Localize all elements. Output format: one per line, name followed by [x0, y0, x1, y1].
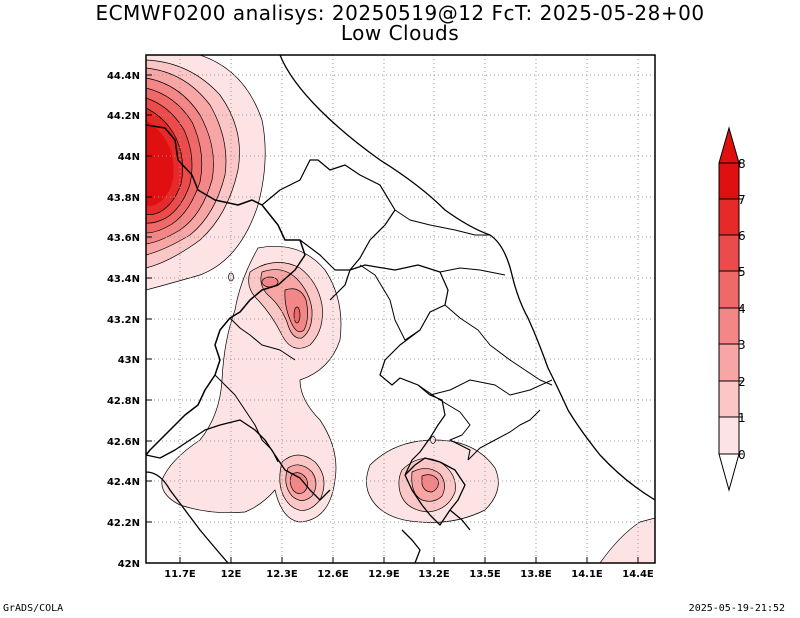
region-border-umbria-marche	[299, 239, 449, 476]
lat-label: 44.4N	[107, 71, 140, 82]
lon-label: 12E	[221, 569, 242, 580]
lat-label: 44N	[118, 152, 140, 163]
lon-label: 14.1E	[571, 569, 603, 580]
colorbar-box	[718, 198, 740, 236]
colorbar-box	[718, 270, 740, 309]
lat-label: 43.8N	[107, 193, 140, 204]
coastline-west	[146, 471, 229, 563]
colorbar-label: 5	[738, 265, 746, 279]
lon-label: 13.8E	[520, 569, 552, 580]
cloud-contour-20	[421, 474, 439, 493]
lat-label: 43.4N	[107, 274, 140, 285]
lat-label: 43N	[118, 355, 140, 366]
colorbar-box	[718, 307, 740, 345]
lat-label: 43.2N	[107, 315, 140, 326]
province-borders	[214, 209, 553, 463]
colorbar-box	[718, 380, 740, 418]
lat-label: 44.2N	[107, 111, 140, 122]
cloud-contour-8	[146, 120, 174, 206]
lon-label: 13.2E	[418, 569, 450, 580]
footer-timestamp: 2025-05-19-21:52	[688, 603, 785, 614]
colorbar-bottom-arrow	[718, 453, 740, 492]
colorbar: 0 1 2 3 4 5 6 7 8	[718, 126, 746, 492]
map-frame	[145, 54, 656, 564]
colorbar-label: 8	[738, 157, 746, 171]
lon-label: 14.4E	[622, 569, 654, 580]
chart-title: ECMWF0200 analisys: 20250519@12 FcT: 202…	[95, 1, 705, 25]
region-border-marche	[261, 159, 396, 301]
colorbar-label: 4	[738, 302, 746, 316]
chart-subtitle: Low Clouds	[340, 21, 460, 45]
cloud-contour-21	[599, 517, 655, 563]
colorbar-top-arrow	[718, 126, 740, 164]
lat-label: 42.6N	[107, 437, 140, 448]
lon-label: 13.5E	[469, 569, 501, 580]
region-border-tuscany-north	[146, 124, 263, 206]
colorbar-label: 6	[738, 229, 746, 243]
colorbar-label: 7	[738, 193, 746, 207]
colorbar-label: 3	[738, 338, 746, 352]
border-abruzzo	[467, 409, 541, 461]
cloud-contour-12	[293, 306, 301, 324]
lat-label: 42N	[118, 559, 140, 570]
colorbar-label: 0	[738, 448, 746, 462]
cloud-contour-16	[289, 472, 308, 494]
lon-label: 11.7E	[164, 569, 196, 580]
cloud-contour-23	[430, 436, 436, 444]
lon-label: 12.3E	[266, 569, 298, 580]
cloud-field	[146, 55, 655, 563]
lat-label: 42.4N	[107, 477, 140, 488]
colorbar-box	[718, 162, 740, 200]
lat-label: 42.2N	[107, 518, 140, 529]
cloud-contour-22	[228, 272, 234, 282]
axis-ticks	[146, 74, 639, 563]
footer-left: GrADS/COLA	[3, 603, 64, 614]
lon-label: 12.9E	[368, 569, 400, 580]
region-border-lazio	[146, 419, 471, 563]
colorbar-box	[718, 416, 740, 455]
coastline	[279, 55, 655, 501]
lat-label: 42.8N	[107, 396, 140, 407]
colorbar-box	[718, 234, 740, 272]
colorbar-label: 2	[738, 375, 746, 389]
lon-label: 12.6E	[317, 569, 349, 580]
lat-label: 43.6N	[107, 233, 140, 244]
colorbar-label: 1	[738, 411, 746, 425]
grid-lines	[146, 55, 655, 563]
colorbar-box	[718, 343, 740, 382]
